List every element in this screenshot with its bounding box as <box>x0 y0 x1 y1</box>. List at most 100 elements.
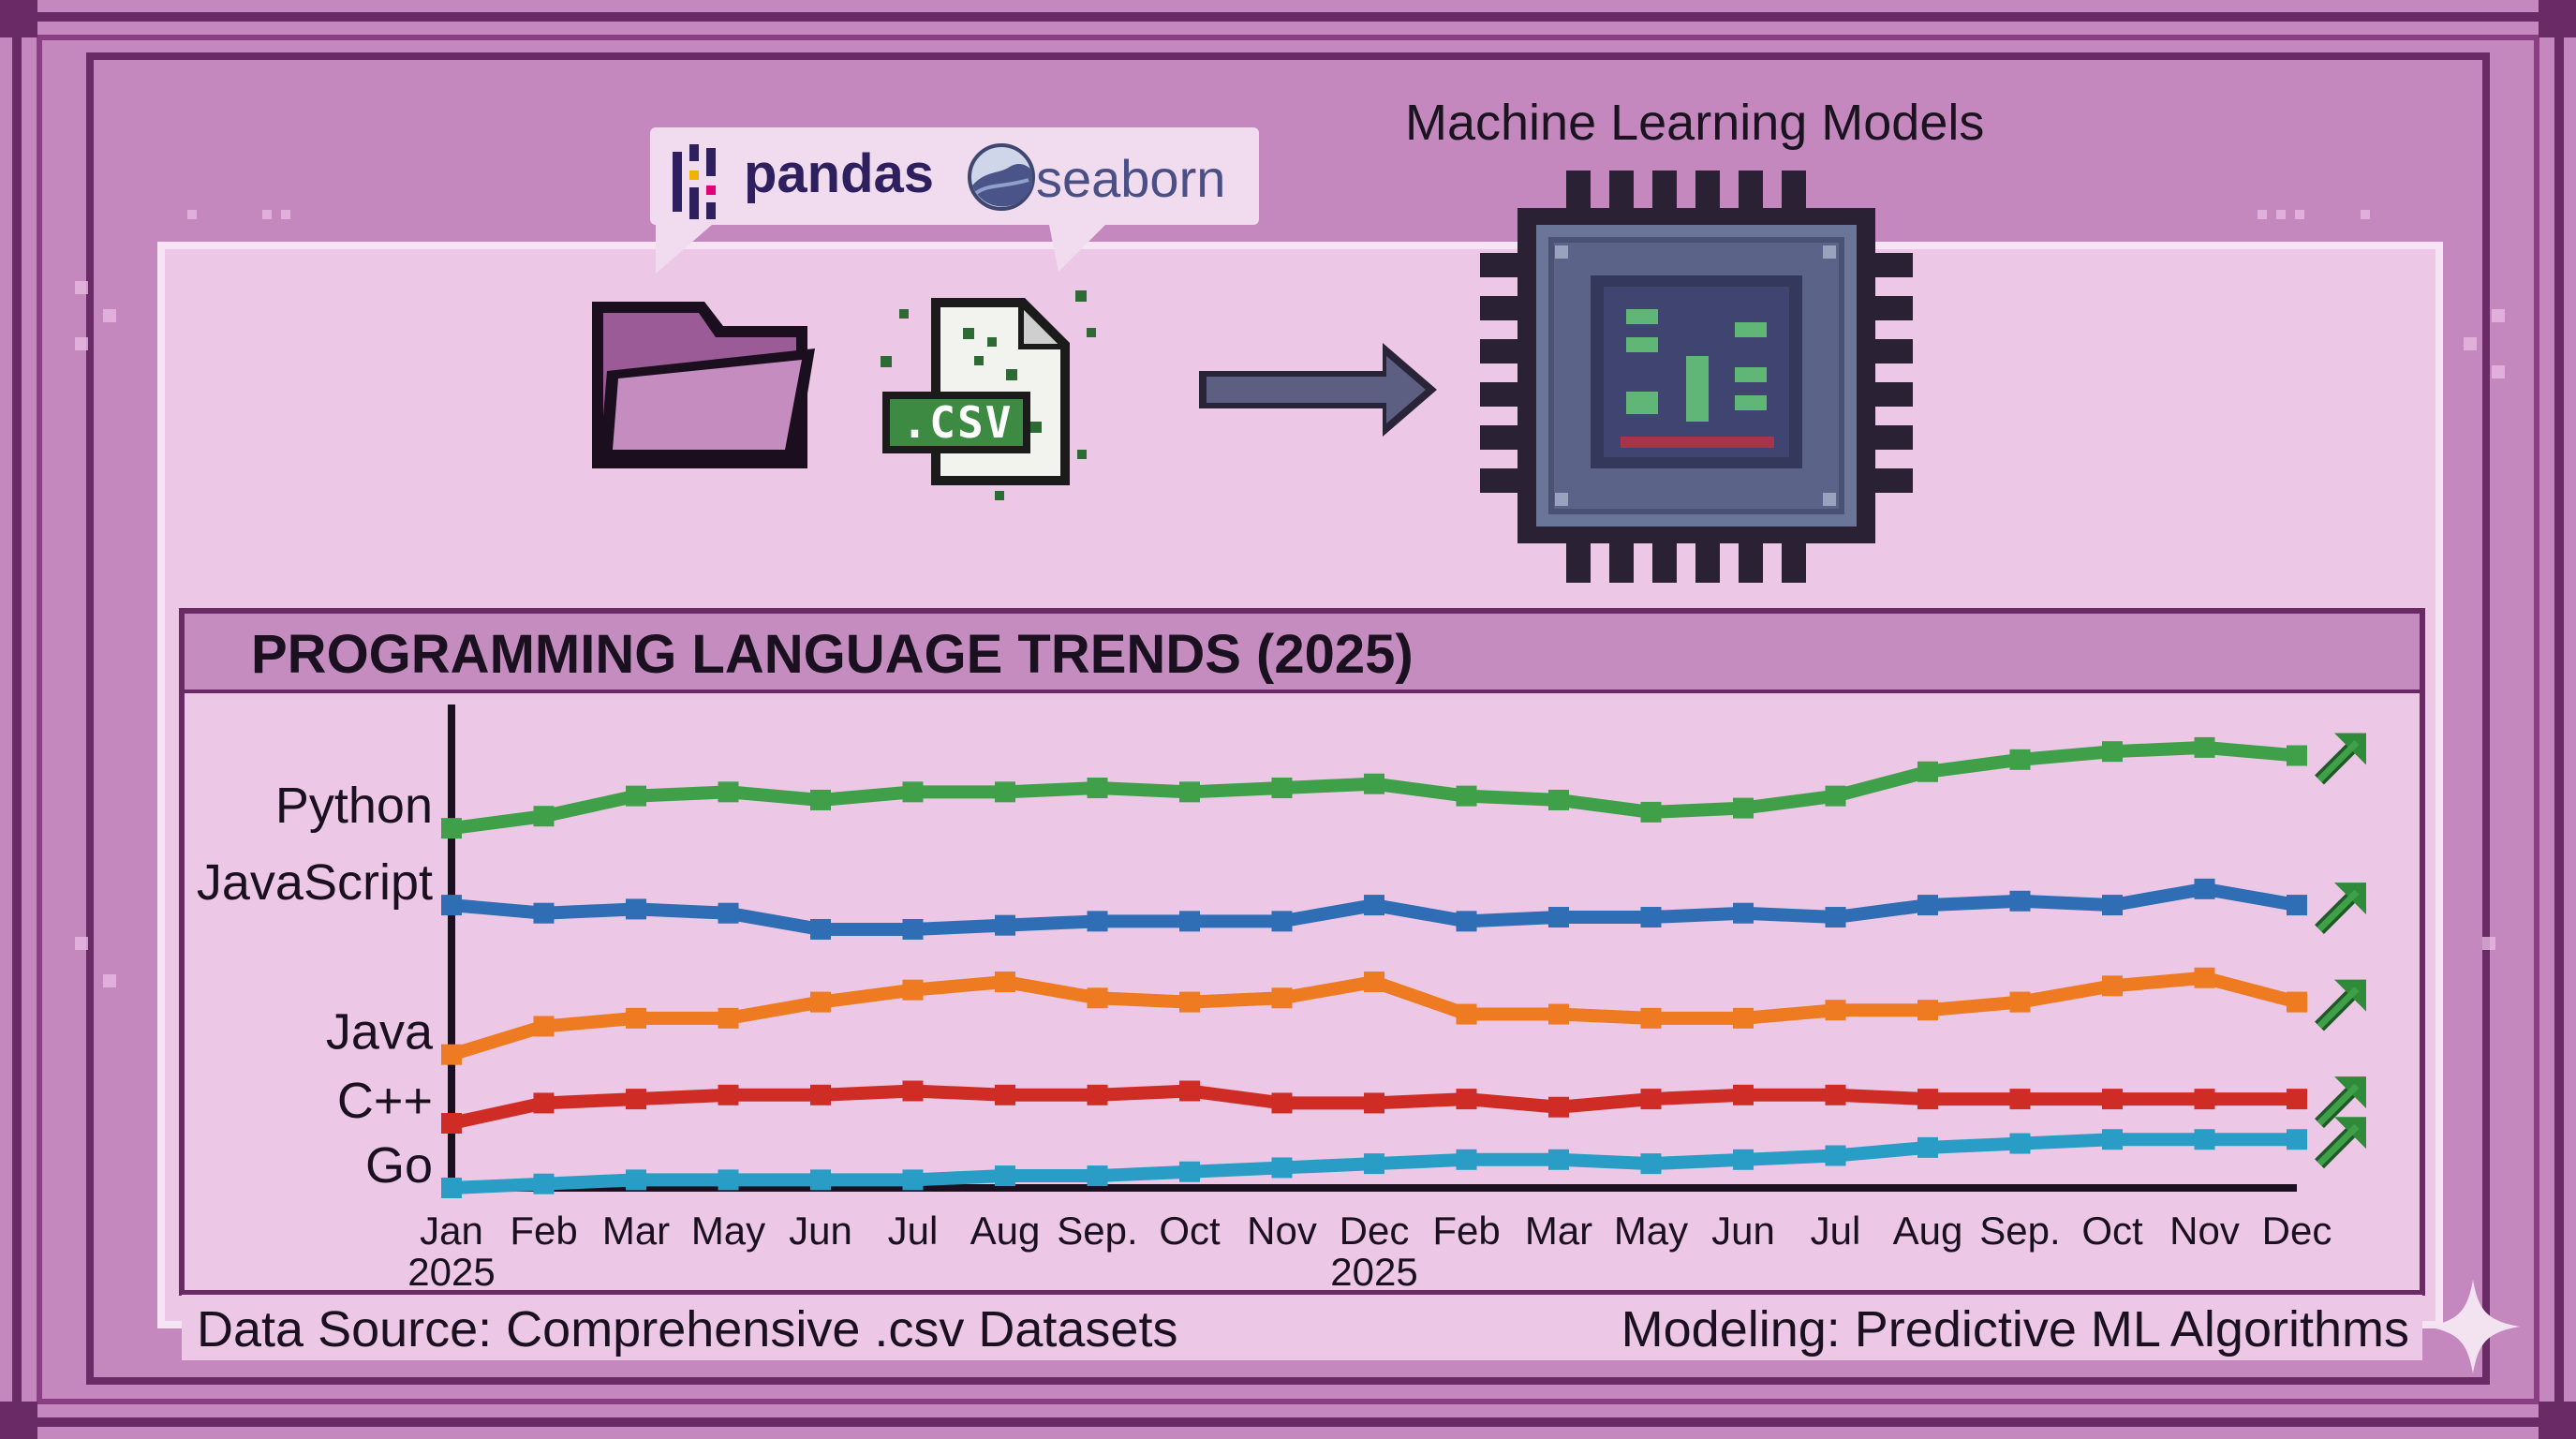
series-label: Java <box>326 1004 434 1061</box>
series-label: JavaScript <box>197 854 433 911</box>
data-point <box>1733 902 1754 924</box>
x-tick-label: Jul <box>1811 1209 1861 1253</box>
x-tick-label: Oct <box>2081 1209 2143 1253</box>
trend-up-icon-shaft <box>2317 987 2360 1030</box>
arrow-right-icon <box>1199 343 1437 437</box>
data-point <box>1179 1080 1200 1102</box>
trend-up-icon-shaft <box>2317 1123 2360 1166</box>
x-tick-label: Dec <box>2262 1209 2332 1253</box>
data-point <box>902 979 924 1001</box>
data-point <box>902 918 924 940</box>
data-point <box>1917 1089 1938 1110</box>
data-point <box>1917 761 1938 782</box>
data-point <box>2102 1089 2123 1110</box>
x-tick-label: Feb <box>1432 1209 1500 1253</box>
data-point <box>1917 1000 1938 1021</box>
x-tick-label: Jan 2025 <box>407 1209 495 1294</box>
csv-file-icon <box>881 290 1096 500</box>
data-point <box>1733 1084 1754 1105</box>
data-point <box>2009 1133 2031 1154</box>
data-point <box>1364 1153 1384 1175</box>
x-tick-label: Jun <box>1711 1209 1775 1253</box>
data-point <box>1548 789 1569 810</box>
data-point <box>1456 1089 1477 1110</box>
data-point <box>2194 967 2215 988</box>
data-point <box>1825 907 1846 928</box>
data-point <box>1456 1149 1477 1170</box>
data-point <box>441 1178 462 1198</box>
data-point <box>1179 1161 1200 1182</box>
line-chart: Jan 2025 Feb Mar May Jun Jul Aug Sep. Oct Nov Dec 20… <box>197 705 2366 1294</box>
data-point <box>2194 1089 2215 1110</box>
data-point <box>1271 1092 1293 1114</box>
data-point <box>2009 749 2031 770</box>
data-point <box>718 902 739 924</box>
data-point <box>1548 1149 1569 1170</box>
data-point <box>441 1044 462 1065</box>
data-point <box>1179 781 1200 803</box>
data-point <box>2009 1089 2031 1110</box>
data-point <box>995 972 1015 993</box>
data-point <box>441 818 462 839</box>
data-point <box>626 898 646 920</box>
data-point <box>902 1080 924 1102</box>
data-point <box>1733 1007 1754 1029</box>
data-point <box>810 1169 831 1191</box>
data-point <box>2102 975 2123 997</box>
seaborn-logo-icon <box>968 143 1035 211</box>
data-source-note: Data Source: Comprehensive .csv Datasets <box>197 1301 1178 1357</box>
data-point <box>1456 785 1477 807</box>
x-tick-label: Mar <box>602 1209 670 1253</box>
data-point <box>2287 991 2307 1013</box>
data-point <box>2194 736 2215 758</box>
series-label: Python <box>275 778 433 834</box>
data-point <box>995 781 1015 803</box>
x-tick-label: Nov <box>1247 1209 1317 1253</box>
data-point <box>441 1112 462 1134</box>
data-point <box>995 1165 1015 1187</box>
data-point <box>718 1007 739 1029</box>
data-point <box>533 806 555 827</box>
trend-up-icon-shaft <box>2317 889 2360 932</box>
data-point <box>1825 785 1846 807</box>
data-point <box>810 991 831 1013</box>
data-point <box>1640 907 1662 928</box>
data-point <box>718 781 739 803</box>
data-point <box>718 1169 739 1191</box>
data-point <box>1087 911 1108 932</box>
data-point <box>1087 987 1108 1009</box>
x-tick-label: May <box>691 1209 765 1253</box>
data-point <box>626 1169 646 1191</box>
data-point <box>1733 797 1754 819</box>
modeling-note: Modeling: Predictive ML Algorithms <box>1621 1301 2409 1357</box>
data-point <box>1087 778 1108 799</box>
data-point <box>1456 1003 1477 1025</box>
data-point <box>1640 1089 1662 1110</box>
data-point <box>995 914 1015 936</box>
x-tick-label: May <box>1614 1209 1688 1253</box>
data-point <box>2009 890 2031 912</box>
data-point <box>1271 911 1293 932</box>
x-tick-label: Jul <box>888 1209 939 1253</box>
x-tick-label: Aug <box>970 1209 1041 1253</box>
data-point <box>2102 1129 2123 1150</box>
data-point <box>1364 1092 1384 1114</box>
trend-up-icon-shaft <box>2317 740 2360 782</box>
data-point <box>1364 773 1384 794</box>
data-point <box>626 1089 646 1110</box>
x-tick-label: Feb <box>510 1209 577 1253</box>
data-point <box>1179 911 1200 932</box>
data-point <box>902 1169 924 1191</box>
data-point <box>1917 895 1938 916</box>
data-point <box>533 1016 555 1037</box>
csv-badge-label: .CSV <box>901 397 1014 448</box>
data-point <box>1825 1084 1846 1105</box>
data-point <box>1271 778 1293 799</box>
series-label: Go <box>365 1137 433 1194</box>
data-point <box>2194 1129 2215 1150</box>
x-tick-label: Jun <box>789 1209 852 1253</box>
data-point <box>810 918 831 940</box>
data-point <box>1271 1157 1293 1179</box>
data-point <box>810 1084 831 1105</box>
